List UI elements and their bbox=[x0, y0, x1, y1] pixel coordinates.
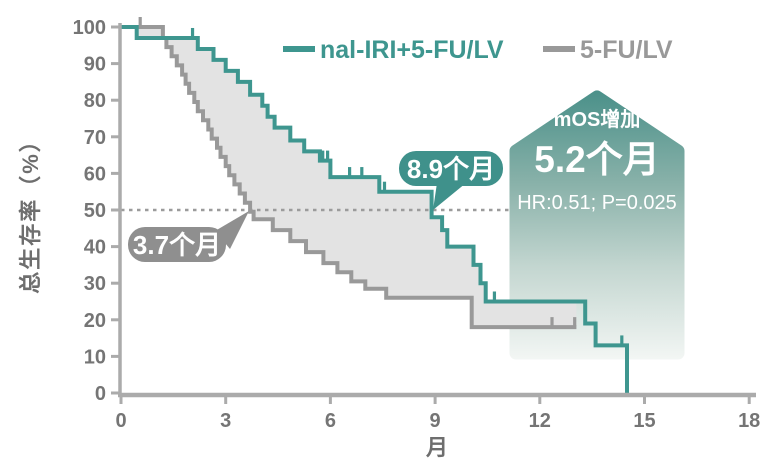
legend-label-5fulv: 5-FU/LV bbox=[580, 36, 673, 64]
badge-title: mOS增加 bbox=[554, 107, 641, 131]
y-tick-label: 80 bbox=[84, 90, 106, 112]
y-tick-label: 40 bbox=[84, 237, 106, 259]
y-tick-label: 60 bbox=[84, 163, 106, 185]
callout-bubble bbox=[399, 151, 503, 186]
y-tick-label: 0 bbox=[95, 383, 106, 405]
x-tick-label: 3 bbox=[220, 410, 231, 432]
mos-benefit-badge: mOS增加 5.2个月 HR:0.51; P=0.025 bbox=[509, 90, 685, 360]
teal-median-callout: 8.9个月 bbox=[399, 151, 503, 210]
y-tick-label: 90 bbox=[84, 54, 106, 76]
y-tick-label: 20 bbox=[84, 310, 106, 332]
legend: nal-IRI+5-FU/LV 5-FU/LV bbox=[283, 36, 673, 64]
callout-bubble bbox=[128, 227, 226, 262]
legend-line-5fulv bbox=[543, 46, 575, 52]
x-tick-label: 9 bbox=[430, 410, 441, 432]
between-curves-band bbox=[121, 27, 577, 328]
y-axis-title: 总生存率（%） bbox=[18, 128, 43, 294]
y-tick-label: 100 bbox=[73, 17, 106, 39]
badge-stats: HR:0.51; P=0.025 bbox=[517, 192, 677, 214]
badge-value: 5.2个月 bbox=[534, 139, 659, 180]
survival-curves bbox=[121, 17, 629, 393]
gray-median-callout: 3.7个月 bbox=[128, 211, 249, 262]
legend-label-nal-iri: nal-IRI+5-FU/LV bbox=[320, 36, 504, 64]
y-tick-label: 70 bbox=[84, 127, 106, 149]
x-axis-title: 月 bbox=[425, 435, 448, 460]
curve-nal-IRI+5-FU/LV bbox=[121, 25, 629, 393]
x-tick-label: 6 bbox=[325, 410, 336, 432]
teal-median-label: 8.9个月 bbox=[407, 154, 495, 184]
axes: 0 10 20 30 40 50 60 70 80 90 100 0 3 6 9 12 15 18 bbox=[73, 17, 761, 432]
y-tick-label: 50 bbox=[84, 200, 106, 222]
x-tick-label: 15 bbox=[633, 410, 655, 432]
y-tick-label: 30 bbox=[84, 273, 106, 295]
x-tick-label: 18 bbox=[738, 410, 760, 432]
curve-5-FU/LV bbox=[121, 25, 577, 330]
badge-pentagon-shape bbox=[509, 90, 685, 360]
x-tick-label: 0 bbox=[115, 410, 126, 432]
callout-tail bbox=[433, 183, 466, 210]
y-tick-label: 10 bbox=[84, 346, 106, 368]
x-tick-label: 12 bbox=[529, 410, 551, 432]
legend-line-nal-iri bbox=[283, 46, 315, 52]
gray-median-label: 3.7个月 bbox=[133, 230, 221, 260]
